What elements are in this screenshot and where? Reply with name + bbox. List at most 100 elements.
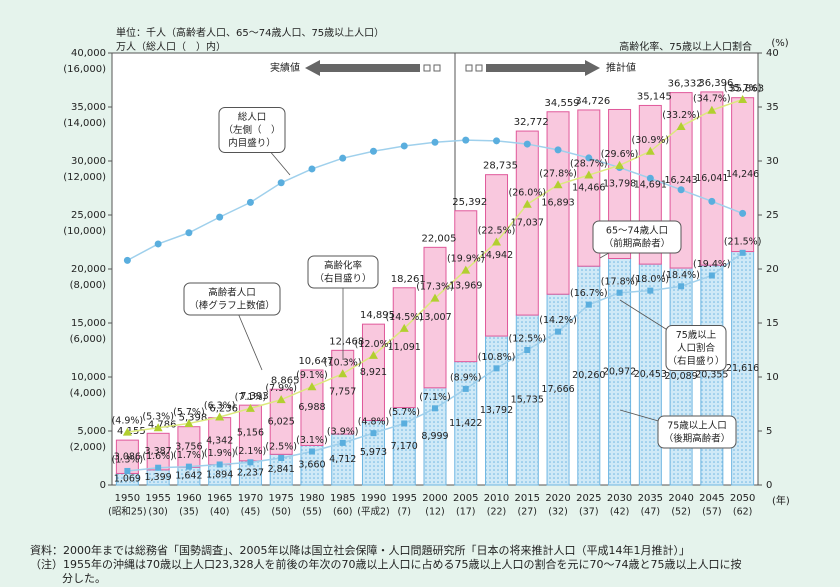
marker xyxy=(524,347,531,353)
bar-total-label: 12,468 xyxy=(329,336,364,347)
x-tick-label: 2040 xyxy=(668,493,693,504)
value-label: 5,156 xyxy=(237,427,264,438)
value-label: (17.3%) xyxy=(416,282,454,293)
callout-box xyxy=(665,325,727,371)
value-label: (7.9%) xyxy=(265,383,297,394)
y2-unit: (%) xyxy=(771,38,788,49)
value-label: 3,086 xyxy=(114,451,141,462)
marker xyxy=(339,154,347,162)
callout-text: （左側（ ） xyxy=(223,124,280,136)
value-label: (14.2%) xyxy=(539,315,577,326)
value-label: (3.9%) xyxy=(327,426,359,437)
value-label: 1,069 xyxy=(114,474,141,485)
bar-total-label: 35,863 xyxy=(729,84,764,95)
marker xyxy=(124,467,131,474)
marker xyxy=(677,186,685,194)
y3-tick-label: (12,000) xyxy=(63,172,106,183)
value-label: (9.1%) xyxy=(296,370,328,381)
y3-tick-label: (6,000) xyxy=(70,334,107,345)
unit-label: 万人（総人口（ ）内） xyxy=(116,40,226,53)
value-label: 13,969 xyxy=(449,281,482,292)
marker xyxy=(245,403,255,412)
x-tick-sublabel: (42) xyxy=(610,507,630,518)
marker xyxy=(184,418,194,427)
x-tick-sublabel: (30) xyxy=(148,507,168,518)
y3-tick-label: (16,000) xyxy=(63,64,106,75)
x-tick-label: 1980 xyxy=(299,493,324,504)
y3-tick-label: (14,000) xyxy=(63,118,106,129)
x-tick-label: 2050 xyxy=(730,493,755,504)
value-label: (5.3%) xyxy=(142,411,174,422)
x-tick-label: 2025 xyxy=(576,493,601,504)
value-label: (4.9%) xyxy=(112,416,144,427)
x-tick-label: 2035 xyxy=(638,493,663,504)
bars xyxy=(115,91,755,486)
bar-total-label: 34,726 xyxy=(575,96,610,107)
marker xyxy=(276,395,286,404)
value-label: 16,243 xyxy=(664,175,697,186)
marker xyxy=(739,249,746,256)
value-label: 8,999 xyxy=(421,431,448,442)
value-label: (1.6%) xyxy=(142,451,174,462)
marker xyxy=(216,461,223,468)
marker xyxy=(461,265,471,274)
value-label: (12.0%) xyxy=(355,339,393,350)
callout-text: 高齢化率 xyxy=(324,260,363,272)
value-label: 17,037 xyxy=(511,218,544,229)
callout-text: 高齢者人口 xyxy=(208,287,256,299)
value-label: (14.5%) xyxy=(385,312,423,323)
marker xyxy=(678,283,685,290)
value-label: (26.0%) xyxy=(508,188,546,199)
value-label: (35.7%) xyxy=(724,83,762,94)
value-label: (1.9%) xyxy=(204,448,236,459)
marker xyxy=(153,423,163,432)
value-label: (7.1%) xyxy=(419,392,451,403)
marker xyxy=(555,328,562,335)
bar-total-label: 34,559 xyxy=(545,98,580,109)
marker xyxy=(707,105,717,114)
bar-segment xyxy=(361,323,385,421)
callout-text: 75歳以上人口 xyxy=(667,420,727,432)
marker xyxy=(368,350,378,359)
marker xyxy=(523,140,531,148)
value-label: 5,973 xyxy=(360,447,387,458)
y2-tick-label: 25 xyxy=(766,210,779,221)
value-label: (16.7%) xyxy=(570,288,608,299)
x-tick-sublabel: (7) xyxy=(398,507,411,518)
value-label: 13,792 xyxy=(480,405,513,416)
bar-segment xyxy=(485,174,509,337)
marker xyxy=(308,448,315,455)
marker xyxy=(431,138,439,146)
callout-text: （右目盛り） xyxy=(667,355,724,367)
value-label: (5.7%) xyxy=(173,407,205,418)
x-tick-label: 2000 xyxy=(422,493,447,504)
value-label: (27.8%) xyxy=(539,168,577,179)
value-label: (10.8%) xyxy=(478,352,516,363)
marker xyxy=(307,382,317,391)
x-tick-sublabel: (27) xyxy=(518,507,538,518)
y2-tick-label: 15 xyxy=(766,318,779,329)
value-label: 1,399 xyxy=(145,472,172,483)
bar-total-label: 22,005 xyxy=(422,233,457,244)
marker xyxy=(247,459,254,466)
x-tick-label: 2020 xyxy=(545,493,570,504)
marker xyxy=(522,199,532,208)
x-tick-label: 1965 xyxy=(207,493,232,504)
value-label: 7,170 xyxy=(391,441,418,452)
value-label: 6,988 xyxy=(298,402,325,413)
value-label: (18.0%) xyxy=(632,274,670,285)
y-tick-label: 35,000 xyxy=(71,102,106,113)
bar-total-label: 4,786 xyxy=(148,419,177,430)
marker xyxy=(185,229,193,237)
value-label: 11,422 xyxy=(449,418,482,429)
value-label: 14,466 xyxy=(572,183,605,194)
value-label: 11,091 xyxy=(388,342,421,353)
footnote: 資料：2000年までは総務省「国勢調査」、2005年以降は国立社会保障・人口問題… xyxy=(30,543,690,557)
value-label: (30.9%) xyxy=(632,135,670,146)
marker xyxy=(493,137,501,145)
marker xyxy=(553,180,563,189)
y3-tick-label: (4,000) xyxy=(70,388,107,399)
period-label: 推計値 xyxy=(606,61,636,74)
x-tick-sublabel: (45) xyxy=(241,507,261,518)
